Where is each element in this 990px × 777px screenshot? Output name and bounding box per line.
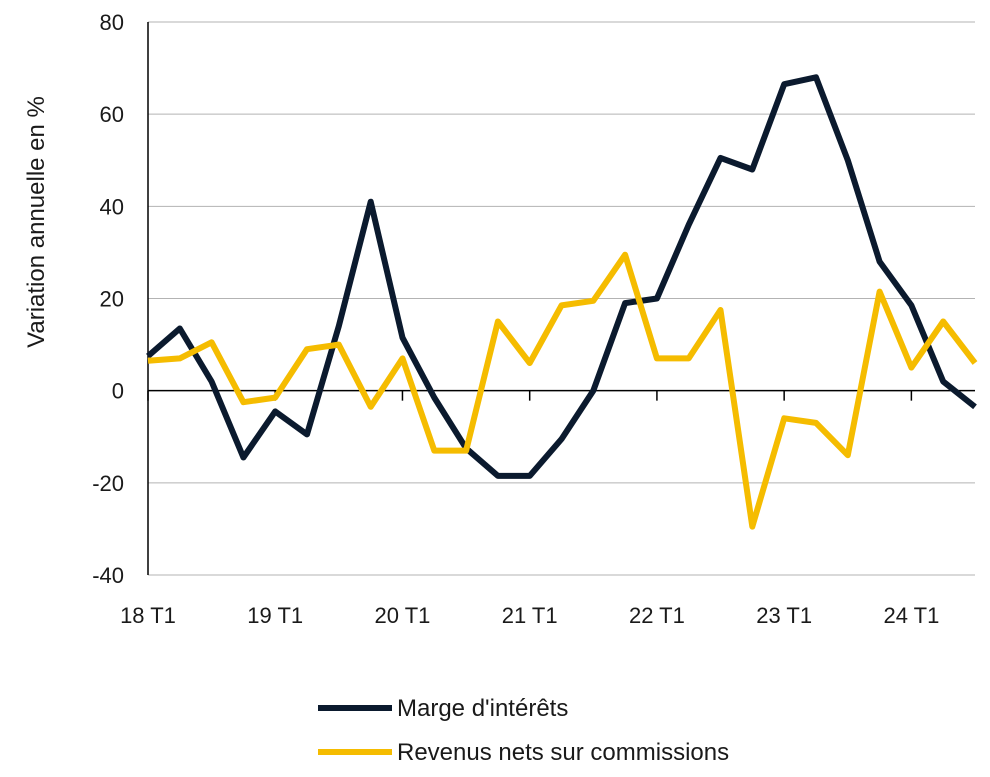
y-tick-label: 40: [100, 194, 124, 219]
y-tick-labels: -40 -20 0 20 40 60 80: [92, 10, 124, 588]
series-lines: [146, 74, 978, 530]
y-tick-label: 60: [100, 102, 124, 127]
gridlines: [148, 21, 975, 576]
x-tick-label: 23 T1: [756, 603, 812, 628]
x-tick-labels: 18 T1 19 T1 20 T1 21 T1 22 T1 23 T1 24 T1: [120, 603, 939, 628]
y-tick-label: -20: [92, 471, 124, 496]
axes: [147, 22, 975, 575]
x-tick-label: 20 T1: [375, 603, 431, 628]
x-tick-label: 21 T1: [502, 603, 558, 628]
x-tick-label: 24 T1: [883, 603, 939, 628]
y-tick-label: 20: [100, 287, 124, 312]
x-tick-label: 18 T1: [120, 603, 176, 628]
y-tick-label: 0: [112, 379, 124, 404]
y-tick-label: 80: [100, 10, 124, 35]
legend-label: Marge d'intérêts: [397, 695, 568, 722]
series-line-1: [146, 74, 977, 479]
x-tick-label: 22 T1: [629, 603, 685, 628]
y-axis-title: Variation annuelle en %: [23, 96, 50, 348]
x-tick-label: 19 T1: [247, 603, 303, 628]
legend-label: Revenus nets sur commissions: [397, 739, 729, 766]
legend: Marge d'intérêts Revenus nets sur commiss…: [318, 695, 729, 766]
series-line-2: [147, 251, 978, 530]
y-tick-label: -40: [92, 563, 124, 588]
